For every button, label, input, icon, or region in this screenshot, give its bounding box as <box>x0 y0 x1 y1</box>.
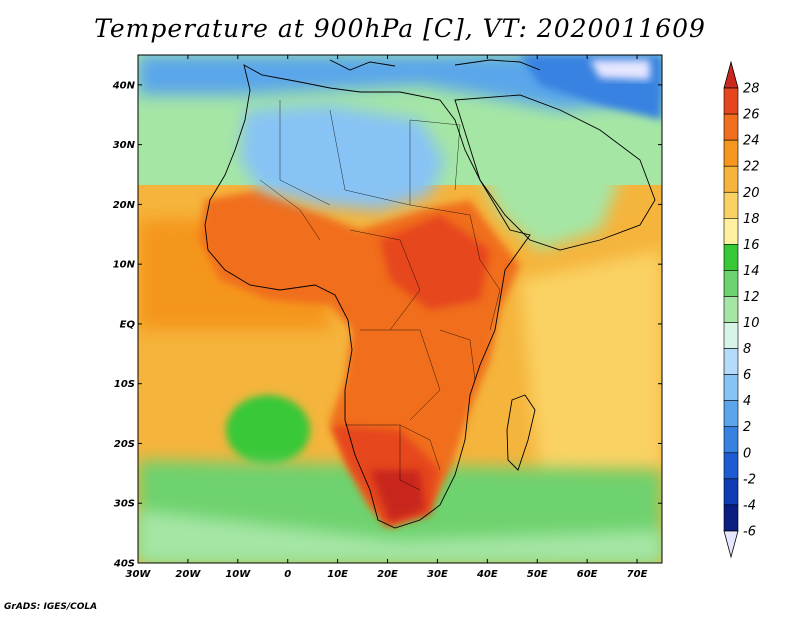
colorbar <box>723 60 739 559</box>
colorbar-segment <box>723 218 739 245</box>
border-algeria <box>279 100 331 206</box>
y-tick-label: EQ <box>120 319 136 330</box>
colorbar-label: 2 <box>743 420 751 435</box>
region-southern-africa-hottest <box>370 470 425 522</box>
border-southern-africa <box>345 424 441 471</box>
colorbar-segment <box>723 296 739 323</box>
colorbar-label: 8 <box>743 342 751 357</box>
colorbar-segment <box>723 400 739 428</box>
footer-credit: GrADS: IGES/COLA <box>4 602 98 612</box>
colorbar-label: -4 <box>743 498 756 513</box>
x-tick-label: 20W <box>175 569 201 580</box>
temperature-field <box>138 55 662 563</box>
y-tick-label: 40N <box>112 80 136 91</box>
x-tick-label: 10E <box>327 569 348 580</box>
region-sahara <box>240 105 445 210</box>
border-tanzania <box>439 329 476 381</box>
colorbar-label: 16 <box>743 238 760 253</box>
y-tick-label: 30S <box>114 499 135 510</box>
colorbar-label: 26 <box>743 108 760 123</box>
colorbar-label: 4 <box>743 394 751 409</box>
border-congo <box>360 329 441 421</box>
colorbar-label: -6 <box>743 524 756 539</box>
y-tick-label: 10S <box>114 379 135 390</box>
x-tick-label: 30E <box>427 569 448 580</box>
x-tick-label: 10W <box>225 569 251 580</box>
colorbar-segment <box>723 374 739 401</box>
colorbar-segment <box>723 504 739 532</box>
y-tick-label: 40S <box>113 559 135 570</box>
y-tick-label: 10N <box>113 260 136 271</box>
arabia-coastline <box>454 94 656 251</box>
colorbar-label: 24 <box>743 134 760 149</box>
coastlines <box>204 59 656 529</box>
colorbar-segment <box>723 348 739 375</box>
x-tick-label: 0 <box>284 569 291 580</box>
border-sudan <box>409 204 481 261</box>
colorbar-label: 6 <box>743 368 751 383</box>
y-tick-label: 20S <box>114 439 135 450</box>
x-tick-label: 20E <box>377 569 398 580</box>
colorbar-segment <box>723 87 739 115</box>
x-axis-labels: 30W 20W 10W 0 10E 20E 30E 40E 50E 60E 70E <box>126 569 648 580</box>
x-tick-label: 50E <box>527 569 548 580</box>
border-ethiopia <box>479 259 501 331</box>
y-axis-labels: 40N 30N 20N 10N EQ 10S 20S 30S 40S <box>112 80 136 569</box>
italy-coastline <box>329 59 396 71</box>
colorbar-label: 12 <box>743 290 760 305</box>
region-south-atlantic-green <box>226 395 310 465</box>
region-arabia <box>470 150 620 250</box>
border-libya <box>329 109 411 206</box>
colorbar-label: 10 <box>743 316 760 331</box>
country-borders <box>259 100 501 491</box>
axis-ticks <box>137 55 662 564</box>
border-central-africa <box>349 229 421 331</box>
colorbar-segment <box>723 452 739 480</box>
x-tick-label: 30W <box>126 569 152 580</box>
colorbar-segment <box>723 478 739 506</box>
madagascar-coastline <box>506 394 536 471</box>
turkey-coastline <box>454 59 541 71</box>
border-mali <box>259 179 321 241</box>
colorbar-label: -2 <box>743 472 756 487</box>
region-indian-ocean <box>520 250 662 480</box>
border-egypt <box>409 119 461 191</box>
region-southern-ocean-cooler <box>138 510 662 563</box>
chart-title: Temperature at 900hPa [C], VT: 202001160… <box>94 14 706 43</box>
colorbar-top-triangle <box>723 60 739 89</box>
colorbar-label: 14 <box>743 264 760 279</box>
colorbar-segment <box>723 426 739 454</box>
region-east-africa-hot <box>380 215 490 310</box>
colorbar-label: 18 <box>743 212 760 227</box>
colorbar-segment <box>723 191 739 219</box>
x-tick-label: 70E <box>627 569 648 580</box>
x-tick-label: 60E <box>577 569 598 580</box>
colorbar-segment <box>723 270 739 297</box>
colorbar-segment <box>723 113 739 141</box>
y-tick-label: 30N <box>113 140 136 151</box>
border-botswana <box>399 425 421 491</box>
x-tick-label: 40E <box>476 569 498 580</box>
map-frame <box>137 54 663 564</box>
colorbar-label: 22 <box>743 160 760 175</box>
colorbar-label: 28 <box>743 82 760 97</box>
colorbar-segment <box>723 139 739 167</box>
region-coldest-patch <box>590 60 650 80</box>
africa-coastline <box>204 64 531 529</box>
colorbar-segment <box>723 244 739 271</box>
y-tick-label: 20N <box>113 200 136 211</box>
colorbar-label: 20 <box>743 186 760 201</box>
colorbar-label: 0 <box>743 446 751 461</box>
colorbar-bottom-triangle <box>723 530 739 559</box>
colorbar-segment <box>723 322 739 349</box>
colorbar-segment <box>723 165 739 193</box>
